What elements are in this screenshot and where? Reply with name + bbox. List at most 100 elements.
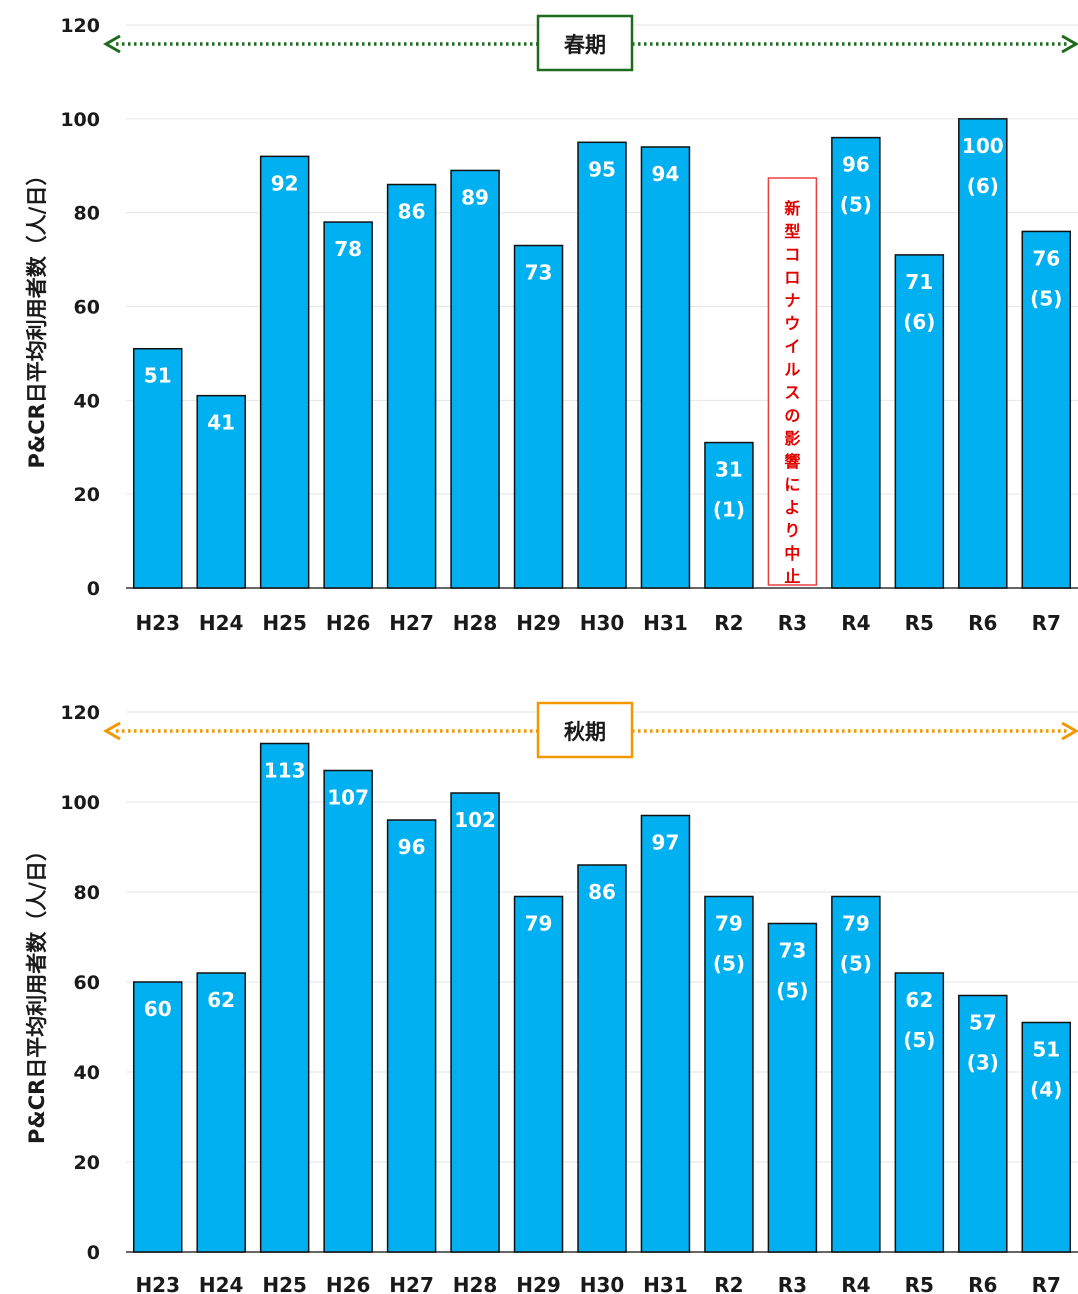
bar	[513, 244, 564, 589]
bar	[132, 981, 183, 1253]
season-label: 秋期	[564, 720, 606, 744]
x-tick-label: H26	[326, 611, 371, 635]
bar-value-label: 89	[461, 185, 489, 209]
bar	[386, 183, 437, 589]
cancel-note-char: 型	[784, 222, 800, 241]
y-tick-label: 20	[74, 1152, 100, 1174]
x-tick-label: H24	[199, 611, 244, 635]
y-tick-label: 80	[74, 203, 100, 225]
cancel-note-char: イ	[784, 337, 800, 356]
x-tick-label: H23	[135, 1273, 180, 1294]
bar	[894, 254, 945, 589]
x-tick-label: R3	[778, 611, 807, 635]
bar-value-label: 79	[525, 912, 553, 936]
cancel-note-char: ウ	[784, 314, 800, 333]
x-tick-label: R2	[714, 1273, 743, 1294]
y-tick-label: 60	[74, 297, 100, 319]
x-tick-label: H30	[580, 1273, 625, 1294]
cancel-note-char: 影	[784, 429, 800, 448]
x-tick-label: H26	[326, 1273, 371, 1294]
cancel-note-char: ロ	[784, 268, 800, 287]
x-tick-label: H31	[643, 1273, 688, 1294]
y-tick-label: 100	[60, 792, 100, 814]
bar-value-label: 113	[264, 759, 306, 783]
bar	[831, 895, 881, 1253]
x-tick-label: H27	[389, 611, 434, 635]
cancel-note-char: よ	[784, 498, 800, 517]
bar	[704, 895, 754, 1253]
bar-value-label: 73	[778, 939, 806, 963]
bar	[640, 146, 691, 589]
autumn-chart: 0 20 40 60 80 100 120 P&CR日平均利用者数（人/日） 秋期 60 H23 62…	[25, 701, 1078, 1294]
bar-sub-label: (5)	[1030, 286, 1062, 310]
x-tick-label: H31	[643, 611, 688, 635]
x-tick-label: H27	[389, 1273, 434, 1294]
cancel-note-box	[767, 177, 818, 586]
bar-value-label: 31	[715, 458, 743, 482]
bar-value-label: 100	[962, 134, 1004, 158]
bar-value-label: 73	[525, 261, 553, 285]
x-tick-label: R3	[778, 1273, 807, 1294]
bar-sub-label: (1)	[713, 498, 745, 522]
bar-value-label: 107	[327, 786, 369, 810]
bar-value-label: 41	[207, 411, 235, 435]
x-tick-label: R4	[841, 1273, 870, 1294]
bar	[450, 169, 500, 589]
cancel-note-char: ス	[784, 383, 800, 402]
bar	[577, 141, 627, 589]
y-tick-label: 120	[60, 15, 100, 37]
cancel-note-char: コ	[784, 245, 800, 264]
bar-value-label: 86	[398, 200, 426, 224]
x-tick-label: H25	[262, 1273, 307, 1294]
x-tick-label: R7	[1032, 611, 1061, 635]
bar	[259, 742, 310, 1253]
bar-value-label: 51	[1032, 1038, 1060, 1062]
bar-value-label: 86	[588, 880, 616, 904]
cancel-note-char: 新	[784, 199, 800, 218]
x-tick-label: H30	[580, 611, 625, 635]
bar-sub-label: (5)	[903, 1028, 935, 1052]
arrow-right-head	[1061, 721, 1078, 741]
y-tick-label: 60	[74, 972, 100, 994]
cancel-note-char: に	[784, 475, 800, 494]
bar-value-label: 102	[454, 808, 496, 832]
bar-value-label: 76	[1032, 246, 1060, 270]
x-tick-label: R6	[968, 1273, 997, 1294]
arrow-right-head	[1061, 34, 1078, 54]
cancel-note-char: ル	[784, 360, 800, 379]
bar	[196, 394, 246, 589]
bar	[513, 895, 564, 1253]
bar	[196, 972, 246, 1253]
x-tick-label: H25	[262, 611, 307, 635]
bar	[1021, 230, 1072, 589]
bar	[450, 792, 500, 1253]
y-tick-label: 0	[87, 1242, 100, 1264]
bar	[640, 814, 691, 1253]
y-tick-label: 0	[87, 578, 100, 600]
bar-sub-label: (4)	[1030, 1078, 1062, 1102]
x-tick-label: H29	[516, 611, 561, 635]
arrow-left-head	[102, 721, 121, 741]
bar-value-label: 79	[715, 912, 743, 936]
bar-value-label: 92	[271, 171, 299, 195]
season-box	[536, 14, 634, 72]
x-tick-label: H28	[453, 1273, 498, 1294]
cancel-note-char: の	[784, 406, 800, 425]
bar-sub-label: (5)	[840, 952, 872, 976]
y-axis-label: P&CR日平均利用者数（人/日）	[25, 165, 49, 469]
cancel-note-char: ナ	[784, 291, 800, 310]
season-label: 春期	[564, 33, 606, 57]
bar-sub-label: (5)	[713, 952, 745, 976]
bar-value-label: 51	[144, 364, 172, 388]
bar-sub-label: (3)	[967, 1051, 999, 1075]
bar-value-label: 57	[969, 1011, 997, 1035]
bar-sub-label: (5)	[840, 193, 872, 217]
season-box	[536, 701, 634, 759]
bar-sub-label: (6)	[903, 310, 935, 334]
bar-value-label: 60	[144, 997, 172, 1021]
cancel-note-char: 響	[784, 452, 800, 471]
bar	[386, 819, 437, 1253]
x-tick-label: R5	[905, 611, 934, 635]
